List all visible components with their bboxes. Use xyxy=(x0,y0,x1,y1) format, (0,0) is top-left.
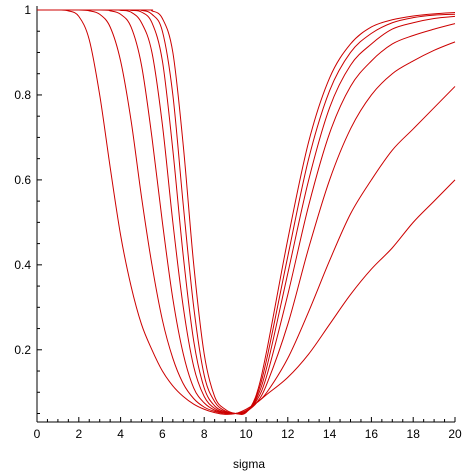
y-tick-label: 1 xyxy=(24,3,31,17)
x-tick-label: 14 xyxy=(323,427,337,441)
x-tick-label: 8 xyxy=(201,427,208,441)
y-tick-labels: 0.2 0.4 0.6 0.8 1 xyxy=(14,3,31,357)
axes xyxy=(36,6,456,423)
series-line-3 xyxy=(36,9,456,415)
x-tick-label: 6 xyxy=(159,427,166,441)
x-tick-label: 4 xyxy=(117,427,124,441)
y-tick-label: 0.4 xyxy=(14,258,31,272)
y-tick-label: 0.6 xyxy=(14,173,31,187)
x-axis-label: sigma xyxy=(233,457,265,471)
x-tick-label: 0 xyxy=(34,427,41,441)
x-tick-label: 18 xyxy=(407,427,421,441)
series-layer xyxy=(36,9,456,415)
x-tick-label: 16 xyxy=(365,427,379,441)
x-tick-label: 20 xyxy=(448,427,462,441)
series-line-5 xyxy=(36,9,456,415)
series-line-6 xyxy=(36,9,456,415)
y-tick-label: 0.2 xyxy=(14,343,31,357)
x-tick-label: 10 xyxy=(239,427,253,441)
series-line-7 xyxy=(36,9,456,415)
y-tick-label: 0.8 xyxy=(14,88,31,102)
x-tick-label: 12 xyxy=(281,427,295,441)
series-line-4 xyxy=(36,9,456,415)
x-tick-label: 2 xyxy=(75,427,82,441)
x-tick-labels: 0 2 4 6 8 10 12 14 16 18 20 xyxy=(34,427,462,441)
series-line-2 xyxy=(36,9,456,415)
series-line-1 xyxy=(36,9,456,415)
